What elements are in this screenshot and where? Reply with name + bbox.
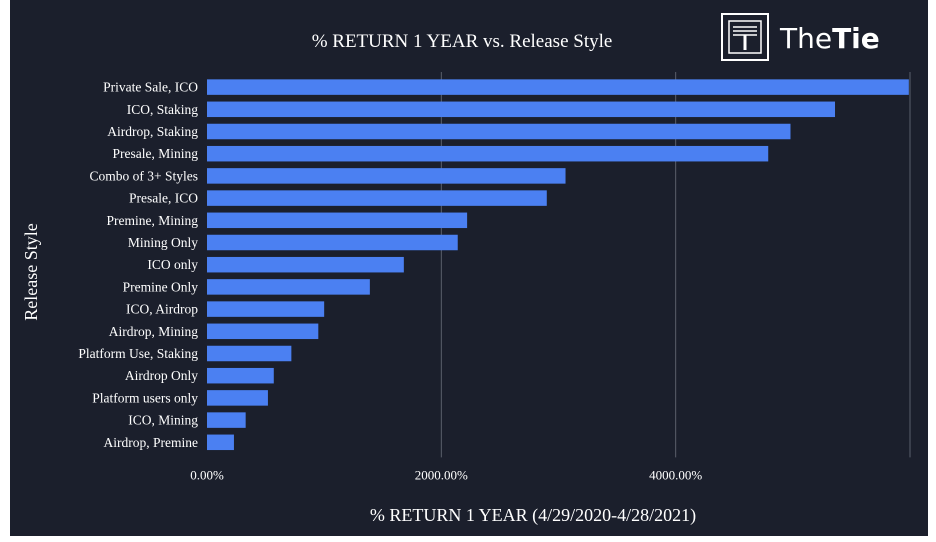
category-label: Platform users only — [92, 390, 198, 405]
bar — [207, 367, 274, 384]
category-label: ICO, Mining — [128, 413, 198, 428]
bar — [207, 345, 292, 362]
bar — [207, 301, 325, 317]
bar — [207, 323, 319, 340]
category-label: Premine, Mining — [107, 213, 199, 228]
bar — [207, 168, 566, 184]
bar — [207, 79, 909, 95]
category-label: ICO, Staking — [127, 102, 199, 117]
chart-title: % RETURN 1 YEAR vs. Release Style — [312, 31, 613, 52]
chart-panel: Private Sale, ICO ICO, Staking Airdrop, St… — [10, 0, 928, 536]
bar — [207, 123, 791, 140]
x-axis-label: % RETURN 1 YEAR (4/29/2020-4/28/2021) — [370, 505, 696, 526]
category-labels: Private Sale, ICO ICO, Staking Airdrop, St… — [78, 80, 198, 450]
y-axis-label: Release Style — [21, 223, 41, 320]
bar-chart: Private Sale, ICO ICO, Staking Airdrop, St… — [21, 13, 911, 526]
category-label: Premine Only — [123, 279, 199, 294]
brand-prefix: The — [779, 22, 832, 55]
bar — [207, 412, 246, 428]
thetie-logo-icon — [721, 13, 769, 61]
bar — [207, 234, 458, 251]
category-label: Combo of 3+ Styles — [90, 168, 199, 183]
category-label: ICO only — [147, 257, 198, 272]
thetie-logo: TheTie — [721, 13, 880, 61]
category-label: Platform Use, Staking — [78, 346, 198, 361]
x-tick-labels: 0.00% 2000.00% 4000.00% — [190, 467, 702, 482]
category-label: Airdrop Only — [125, 368, 198, 383]
category-label: Presale, ICO — [129, 191, 198, 206]
category-label: Airdrop, Premine — [104, 435, 198, 450]
bar — [207, 434, 234, 451]
category-label: Airdrop, Staking — [107, 124, 198, 139]
x-tick-label: 0.00% — [190, 467, 224, 482]
category-label: Private Sale, ICO — [103, 80, 198, 95]
category-label: ICO, Airdrop — [126, 302, 198, 317]
bar — [207, 145, 769, 162]
category-label: Presale, Mining — [113, 146, 199, 161]
bar — [207, 190, 547, 206]
brand-name: TheTie — [779, 22, 880, 55]
bar — [207, 212, 468, 229]
x-tick-label: 2000.00% — [415, 467, 468, 482]
x-tick-label: 4000.00% — [649, 467, 702, 482]
bar — [207, 101, 836, 118]
brand-suffix: Tie — [832, 22, 880, 55]
bars — [207, 79, 909, 451]
category-label: Airdrop, Mining — [109, 324, 198, 339]
bar — [207, 256, 404, 273]
bar — [207, 279, 370, 295]
category-label: Mining Only — [128, 235, 198, 250]
bar — [207, 390, 268, 406]
